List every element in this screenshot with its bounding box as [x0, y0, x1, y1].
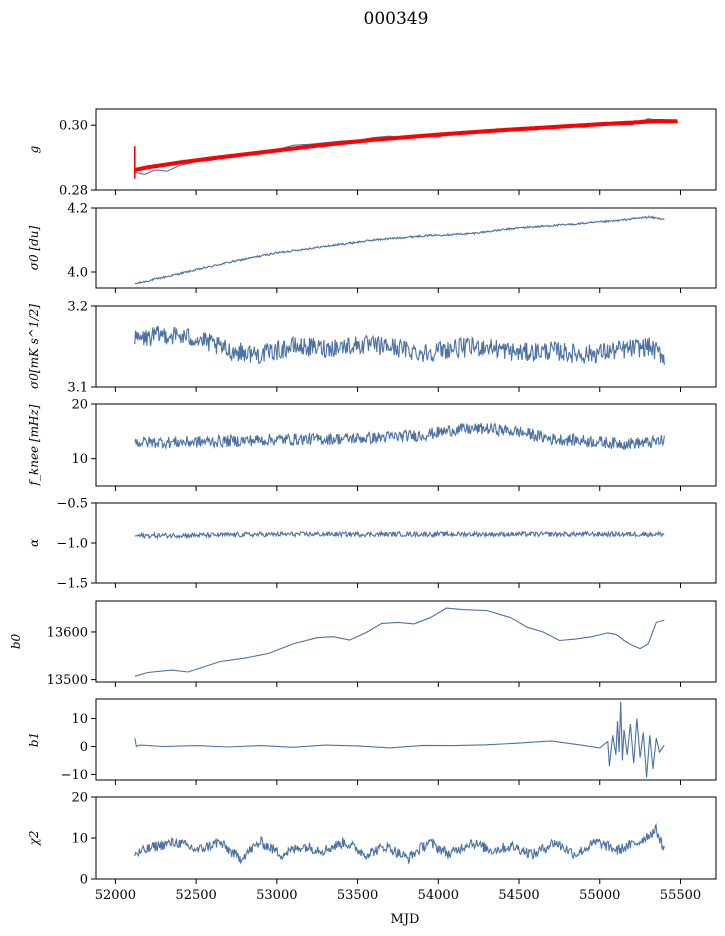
series-line — [134, 701, 665, 778]
y-axis-label: f_knee [mHz] — [27, 404, 41, 486]
y-tick-label: 0 — [80, 740, 88, 755]
y-tick-label: 3.2 — [67, 300, 88, 315]
y-axis-label: b0 — [9, 633, 23, 649]
axes-frame — [95, 207, 717, 289]
y-axis-label: g — [27, 145, 41, 153]
panel-2: 4.0 4.2 σ0 [du] — [27, 202, 717, 293]
panel-5: −1.5 −1.0 −0.5 α — [27, 497, 717, 592]
x-axis-label: MJD — [391, 912, 420, 927]
x-tick-label: 54000 — [418, 888, 459, 903]
y-axis-label: σ0 [du] — [27, 225, 41, 270]
series-line — [134, 530, 665, 540]
x-tick-label: 52500 — [175, 888, 216, 903]
panel-4: 10 20 f_knee [mHz] — [27, 398, 717, 491]
y-tick-label: 10 — [71, 452, 88, 467]
plot-area — [134, 530, 665, 540]
figure-title: 000349 — [364, 9, 429, 29]
series-line — [134, 607, 665, 677]
panel-8: 0 10 20 52000 52500 53000 53500 54000 54500 55000… — [27, 791, 717, 903]
y-tick-label: 0.28 — [59, 184, 88, 199]
panel-7: −10 0 10 b1 — [27, 698, 717, 785]
y-tick-label: −1.5 — [56, 577, 88, 592]
x-tick-label: 54500 — [498, 888, 539, 903]
plot-area — [134, 325, 665, 365]
series-line — [134, 215, 665, 285]
y-tick-label: 10 — [71, 832, 88, 847]
y-axis-label: σ0[mK s^1/2] — [27, 304, 41, 389]
y-tick-label: 20 — [71, 791, 88, 806]
panel-1: 0.28 0.30 g — [27, 108, 717, 199]
y-tick-label: −1.0 — [56, 537, 88, 552]
series-line — [134, 422, 665, 451]
y-tick-label: 0 — [80, 873, 88, 888]
x-tick-label: 55000 — [579, 888, 620, 903]
axes-frame — [95, 108, 717, 191]
y-tick-label: −10 — [61, 768, 88, 783]
axes-frame — [95, 403, 717, 487]
y-axis-label: χ2 — [27, 831, 41, 847]
axes-frame — [95, 502, 717, 584]
x-tick-label: 53500 — [337, 888, 378, 903]
y-tick-label: 3.1 — [67, 381, 88, 396]
axes-frame — [95, 600, 717, 683]
y-tick-label: −0.5 — [56, 497, 88, 512]
y-tick-label: 4.0 — [67, 266, 88, 281]
x-tick-label: 53000 — [256, 888, 297, 903]
x-tick-label: 52000 — [95, 888, 136, 903]
axes-frame — [95, 305, 717, 388]
plot-area — [134, 607, 665, 677]
y-tick-label: 20 — [71, 398, 88, 413]
y-tick-label: 13500 — [47, 673, 88, 688]
y-axis-label: b1 — [27, 732, 41, 747]
y-tick-label: 0.30 — [59, 119, 88, 134]
plot-area — [134, 215, 665, 285]
plot-area — [134, 422, 665, 451]
x-tick-label: 55500 — [660, 888, 701, 903]
panel-6: 13500 13600 b0 — [9, 600, 717, 688]
y-tick-label: 10 — [71, 712, 88, 727]
panel-3: 3.1 3.2 σ0[mK s^1/2] — [27, 300, 717, 396]
plot-area — [134, 822, 665, 865]
axes-frame — [95, 698, 717, 781]
axes-frame — [95, 796, 717, 880]
y-tick-label: 13600 — [47, 625, 88, 640]
y-axis-label: α — [27, 539, 41, 547]
series-line — [134, 325, 665, 365]
series-line — [134, 822, 665, 865]
plot-area — [134, 701, 665, 778]
y-tick-label: 4.2 — [67, 202, 88, 217]
model-band — [134, 118, 678, 172]
plot-area — [133, 118, 678, 179]
panels: 0.28 0.30 g 4.0 4.2 σ0 [du] 3.1 3.2 σ0[mK s^1/2]… — [9, 108, 717, 903]
